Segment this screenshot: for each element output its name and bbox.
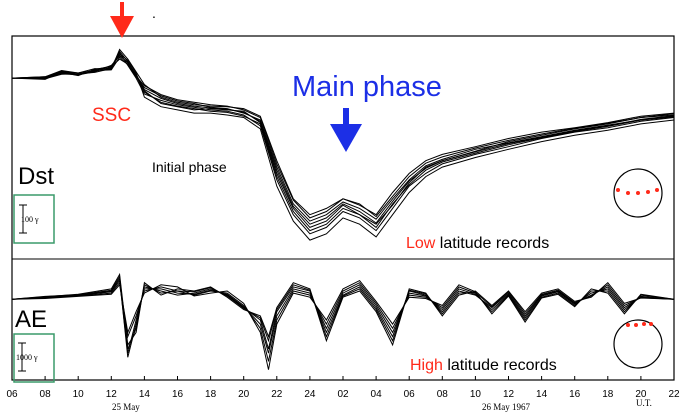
x-tick-label: 12 bbox=[106, 389, 118, 400]
ae-traces bbox=[11, 272, 675, 370]
ae-panel-label: AE bbox=[15, 306, 47, 333]
x-tick-label: 10 bbox=[470, 389, 482, 400]
ae-trace-6 bbox=[11, 274, 675, 350]
x-tick-label: 06 bbox=[6, 389, 18, 400]
date-label-day1: 25 May bbox=[112, 402, 140, 412]
dst-records-rest: latitude records bbox=[435, 235, 549, 252]
ssc-label: SSC bbox=[92, 105, 131, 126]
ae-trace-5 bbox=[11, 279, 675, 370]
x-tick-label: 22 bbox=[668, 389, 680, 400]
globe-high-latitude-icon bbox=[613, 319, 663, 369]
main-phase-label: Main phase bbox=[292, 71, 442, 103]
ae-records-label: High latitude records bbox=[410, 357, 557, 374]
date-label-ut: U.T. bbox=[636, 398, 652, 408]
x-tick-label: 18 bbox=[602, 389, 614, 400]
ae-trace-3 bbox=[11, 272, 675, 347]
x-tick-label: 16 bbox=[569, 389, 581, 400]
x-tick-label: 10 bbox=[73, 389, 85, 400]
dst-scale-label: 100 γ bbox=[21, 215, 39, 224]
x-tick-label: 16 bbox=[172, 389, 184, 400]
dst-traces bbox=[11, 48, 675, 241]
ae-scale-box bbox=[13, 333, 55, 383]
dst-scale-bar-icon bbox=[19, 204, 27, 234]
x-tick-label: 12 bbox=[503, 389, 515, 400]
date-label-day2: 26 May 1967 bbox=[482, 402, 530, 412]
ae-records-highlight: High bbox=[410, 357, 443, 374]
x-tick-label: 06 bbox=[404, 389, 416, 400]
ae-scale-label: 1000 γ bbox=[16, 353, 38, 362]
x-tick-label: 18 bbox=[205, 389, 217, 400]
x-tick-label: 14 bbox=[536, 389, 548, 400]
ae-scale-bar-icon bbox=[18, 342, 26, 372]
time-axis: 06 08 10 12 14 16 18 20 22 24 02 04 06 08 10 12 14 16 18 20… bbox=[6, 376, 680, 400]
dst-trace-7 bbox=[12, 54, 675, 225]
ssc-arrow-icon bbox=[110, 2, 134, 38]
dst-panel-label: Dst bbox=[18, 163, 54, 190]
main-phase-arrow-icon bbox=[330, 108, 362, 152]
x-tick-label: 08 bbox=[437, 389, 449, 400]
x-tick-label: 20 bbox=[635, 389, 647, 400]
x-tick-label: 04 bbox=[371, 389, 383, 400]
dst-records-highlight: Low bbox=[406, 235, 436, 252]
dst-scale-box bbox=[13, 194, 55, 244]
x-tick-label: 02 bbox=[337, 389, 349, 400]
x-tick-label: 24 bbox=[304, 389, 316, 400]
dot-annotation: . bbox=[152, 5, 156, 21]
dst-trace-6 bbox=[11, 50, 675, 232]
x-tick-label: 14 bbox=[139, 389, 151, 400]
globe-low-latitude-icon bbox=[613, 168, 663, 218]
initial-phase-label: Initial phase bbox=[152, 159, 227, 175]
dst-records-label: Low latitude records bbox=[406, 235, 549, 252]
dst-trace-8 bbox=[11, 56, 675, 219]
dst-trace-3 bbox=[12, 51, 675, 235]
x-tick-label: 08 bbox=[40, 389, 52, 400]
ae-records-rest: latitude records bbox=[443, 357, 557, 374]
x-tick-label: 22 bbox=[271, 389, 283, 400]
x-tick-label: 20 bbox=[238, 389, 250, 400]
